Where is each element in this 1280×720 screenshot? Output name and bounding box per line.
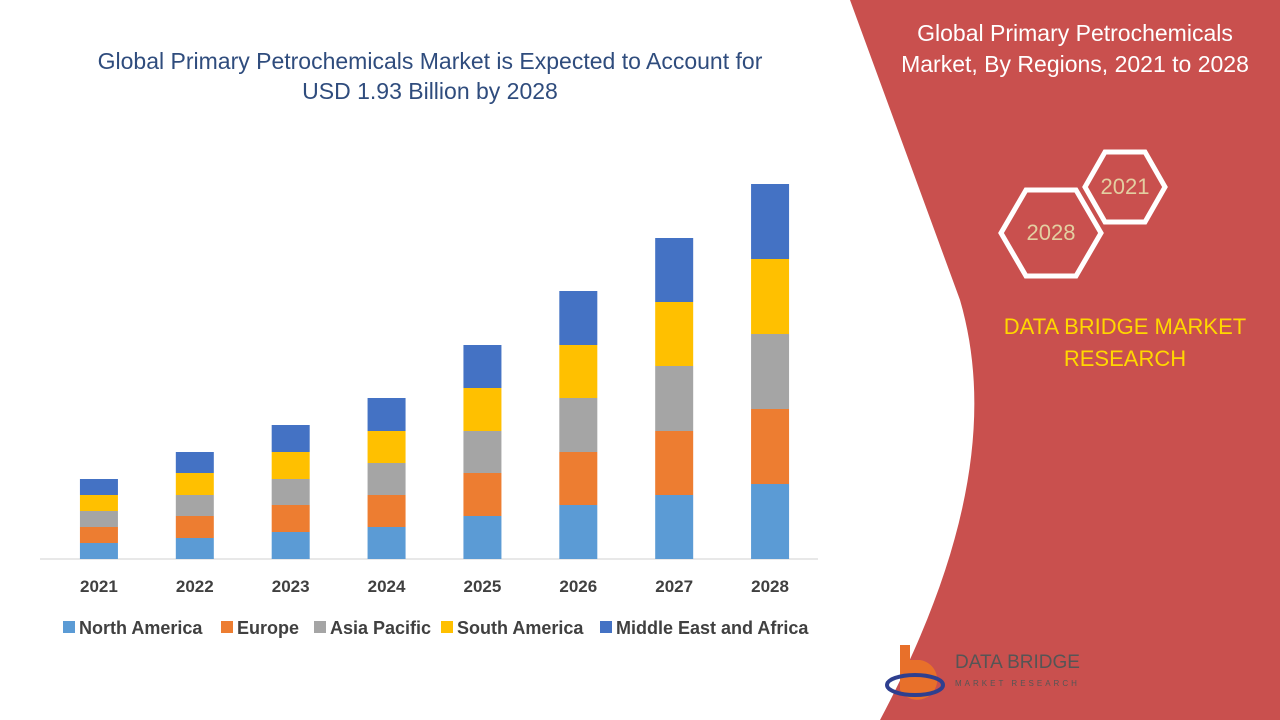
hexagon-label: 2028 xyxy=(1027,220,1076,245)
bar-segment xyxy=(463,516,502,559)
bar-segment xyxy=(751,334,790,409)
bar-segment xyxy=(655,302,694,366)
panel-title: Global Primary Petrochemicals Market, By… xyxy=(901,20,1249,77)
bar-segment xyxy=(463,431,502,473)
logo-swoosh xyxy=(885,673,945,697)
bar-segment xyxy=(79,543,118,559)
bar-segment xyxy=(175,473,214,495)
legend-label: Asia Pacific xyxy=(330,618,431,638)
bar-segment xyxy=(175,452,214,473)
bar-segment xyxy=(367,527,406,559)
logo-mark xyxy=(900,645,938,700)
bar-segment xyxy=(79,495,118,511)
legend-label: North America xyxy=(79,618,203,638)
bar-segment xyxy=(367,495,406,527)
x-tick-label: 2026 xyxy=(559,577,597,596)
legend-label: South America xyxy=(457,618,584,638)
bar-segment xyxy=(559,398,598,452)
legend-swatch xyxy=(314,621,326,633)
legend-swatch xyxy=(63,621,75,633)
x-tick-label: 2025 xyxy=(464,577,502,596)
legend-swatch xyxy=(600,621,612,633)
bar-segment xyxy=(655,431,694,495)
bar-segment xyxy=(79,527,118,543)
chart-title: Global Primary Petrochemicals Market is … xyxy=(97,48,763,104)
bar-segment xyxy=(271,479,310,505)
bar-segment xyxy=(175,516,214,538)
legend-label: Middle East and Africa xyxy=(616,618,809,638)
legend-swatch xyxy=(441,621,453,633)
bar-segment xyxy=(463,473,502,516)
bar-segment xyxy=(463,388,502,431)
bar-segment xyxy=(463,345,502,388)
x-tick-label: 2027 xyxy=(655,577,693,596)
x-tick-label: 2022 xyxy=(176,577,214,596)
legend-label: Europe xyxy=(237,618,299,638)
bar-segment xyxy=(751,484,790,559)
bar-segment xyxy=(559,345,598,398)
bar-segment xyxy=(751,409,790,484)
bar-segment xyxy=(655,366,694,431)
bar-segment xyxy=(271,532,310,559)
x-tick-label: 2024 xyxy=(368,577,406,596)
x-tick-label: 2021 xyxy=(80,577,118,596)
bar-segment xyxy=(367,431,406,463)
bar-segment xyxy=(271,425,310,452)
bar-segment xyxy=(655,495,694,559)
x-tick-label: 2028 xyxy=(751,577,789,596)
bar-segment xyxy=(367,463,406,495)
legend-swatch xyxy=(221,621,233,633)
hexagon xyxy=(998,187,1104,279)
bar-segment xyxy=(175,495,214,516)
bar-segment xyxy=(559,452,598,505)
bar-segment xyxy=(559,505,598,559)
bar-segment xyxy=(271,505,310,532)
x-tick-label: 2023 xyxy=(272,577,310,596)
bar-segment xyxy=(751,259,790,334)
bar-segment xyxy=(175,538,214,559)
bar-segment xyxy=(655,238,694,302)
bar-segment xyxy=(79,511,118,527)
brand-text: DATA BRIDGE MARKET RESEARCH xyxy=(1003,314,1247,371)
logo-tagline: MARKET RESEARCH xyxy=(955,679,1080,688)
bar-segment xyxy=(79,479,118,495)
hexagon-label: 2021 xyxy=(1101,174,1150,199)
logo-name: DATA BRIDGE xyxy=(955,652,1080,673)
logo: DATA BRIDGE MARKET RESEARCH xyxy=(885,645,1080,700)
bar-segment xyxy=(559,291,598,345)
hexagon xyxy=(1082,149,1168,225)
bar-segment xyxy=(751,184,790,259)
bar-segment xyxy=(271,452,310,479)
bar-segment xyxy=(367,398,406,431)
side-panel xyxy=(850,0,1280,720)
